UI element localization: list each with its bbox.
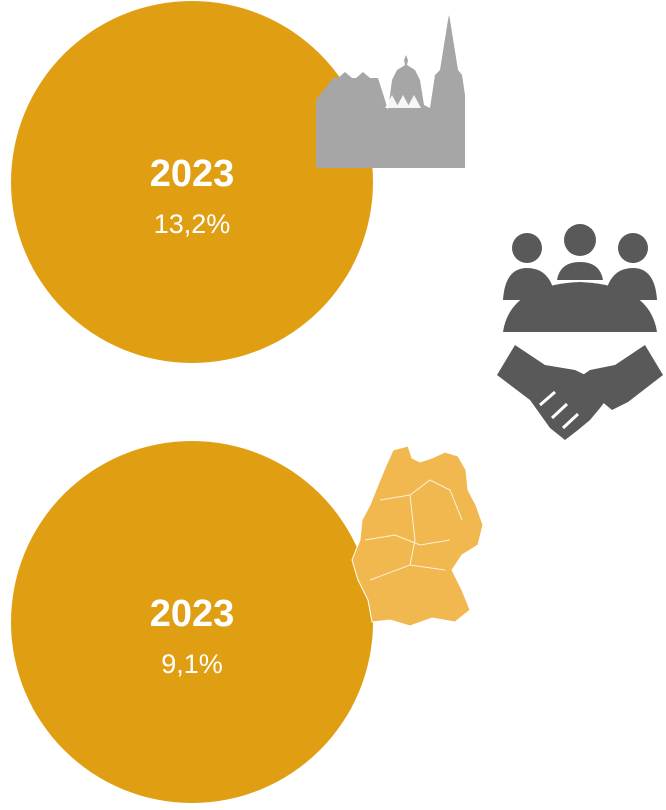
year-label: 2023 [150,153,235,195]
circle [11,441,373,803]
meeting-icon [497,224,663,440]
year-label: 2023 [150,593,235,635]
city-detail [385,95,421,108]
circle [11,1,373,363]
handshake-detail [539,390,580,430]
germany-map [351,445,484,627]
germany-borders [364,479,463,581]
city-icon [316,15,465,168]
value-label: 13,2% [154,209,231,239]
value-label: 9,1% [161,649,223,679]
